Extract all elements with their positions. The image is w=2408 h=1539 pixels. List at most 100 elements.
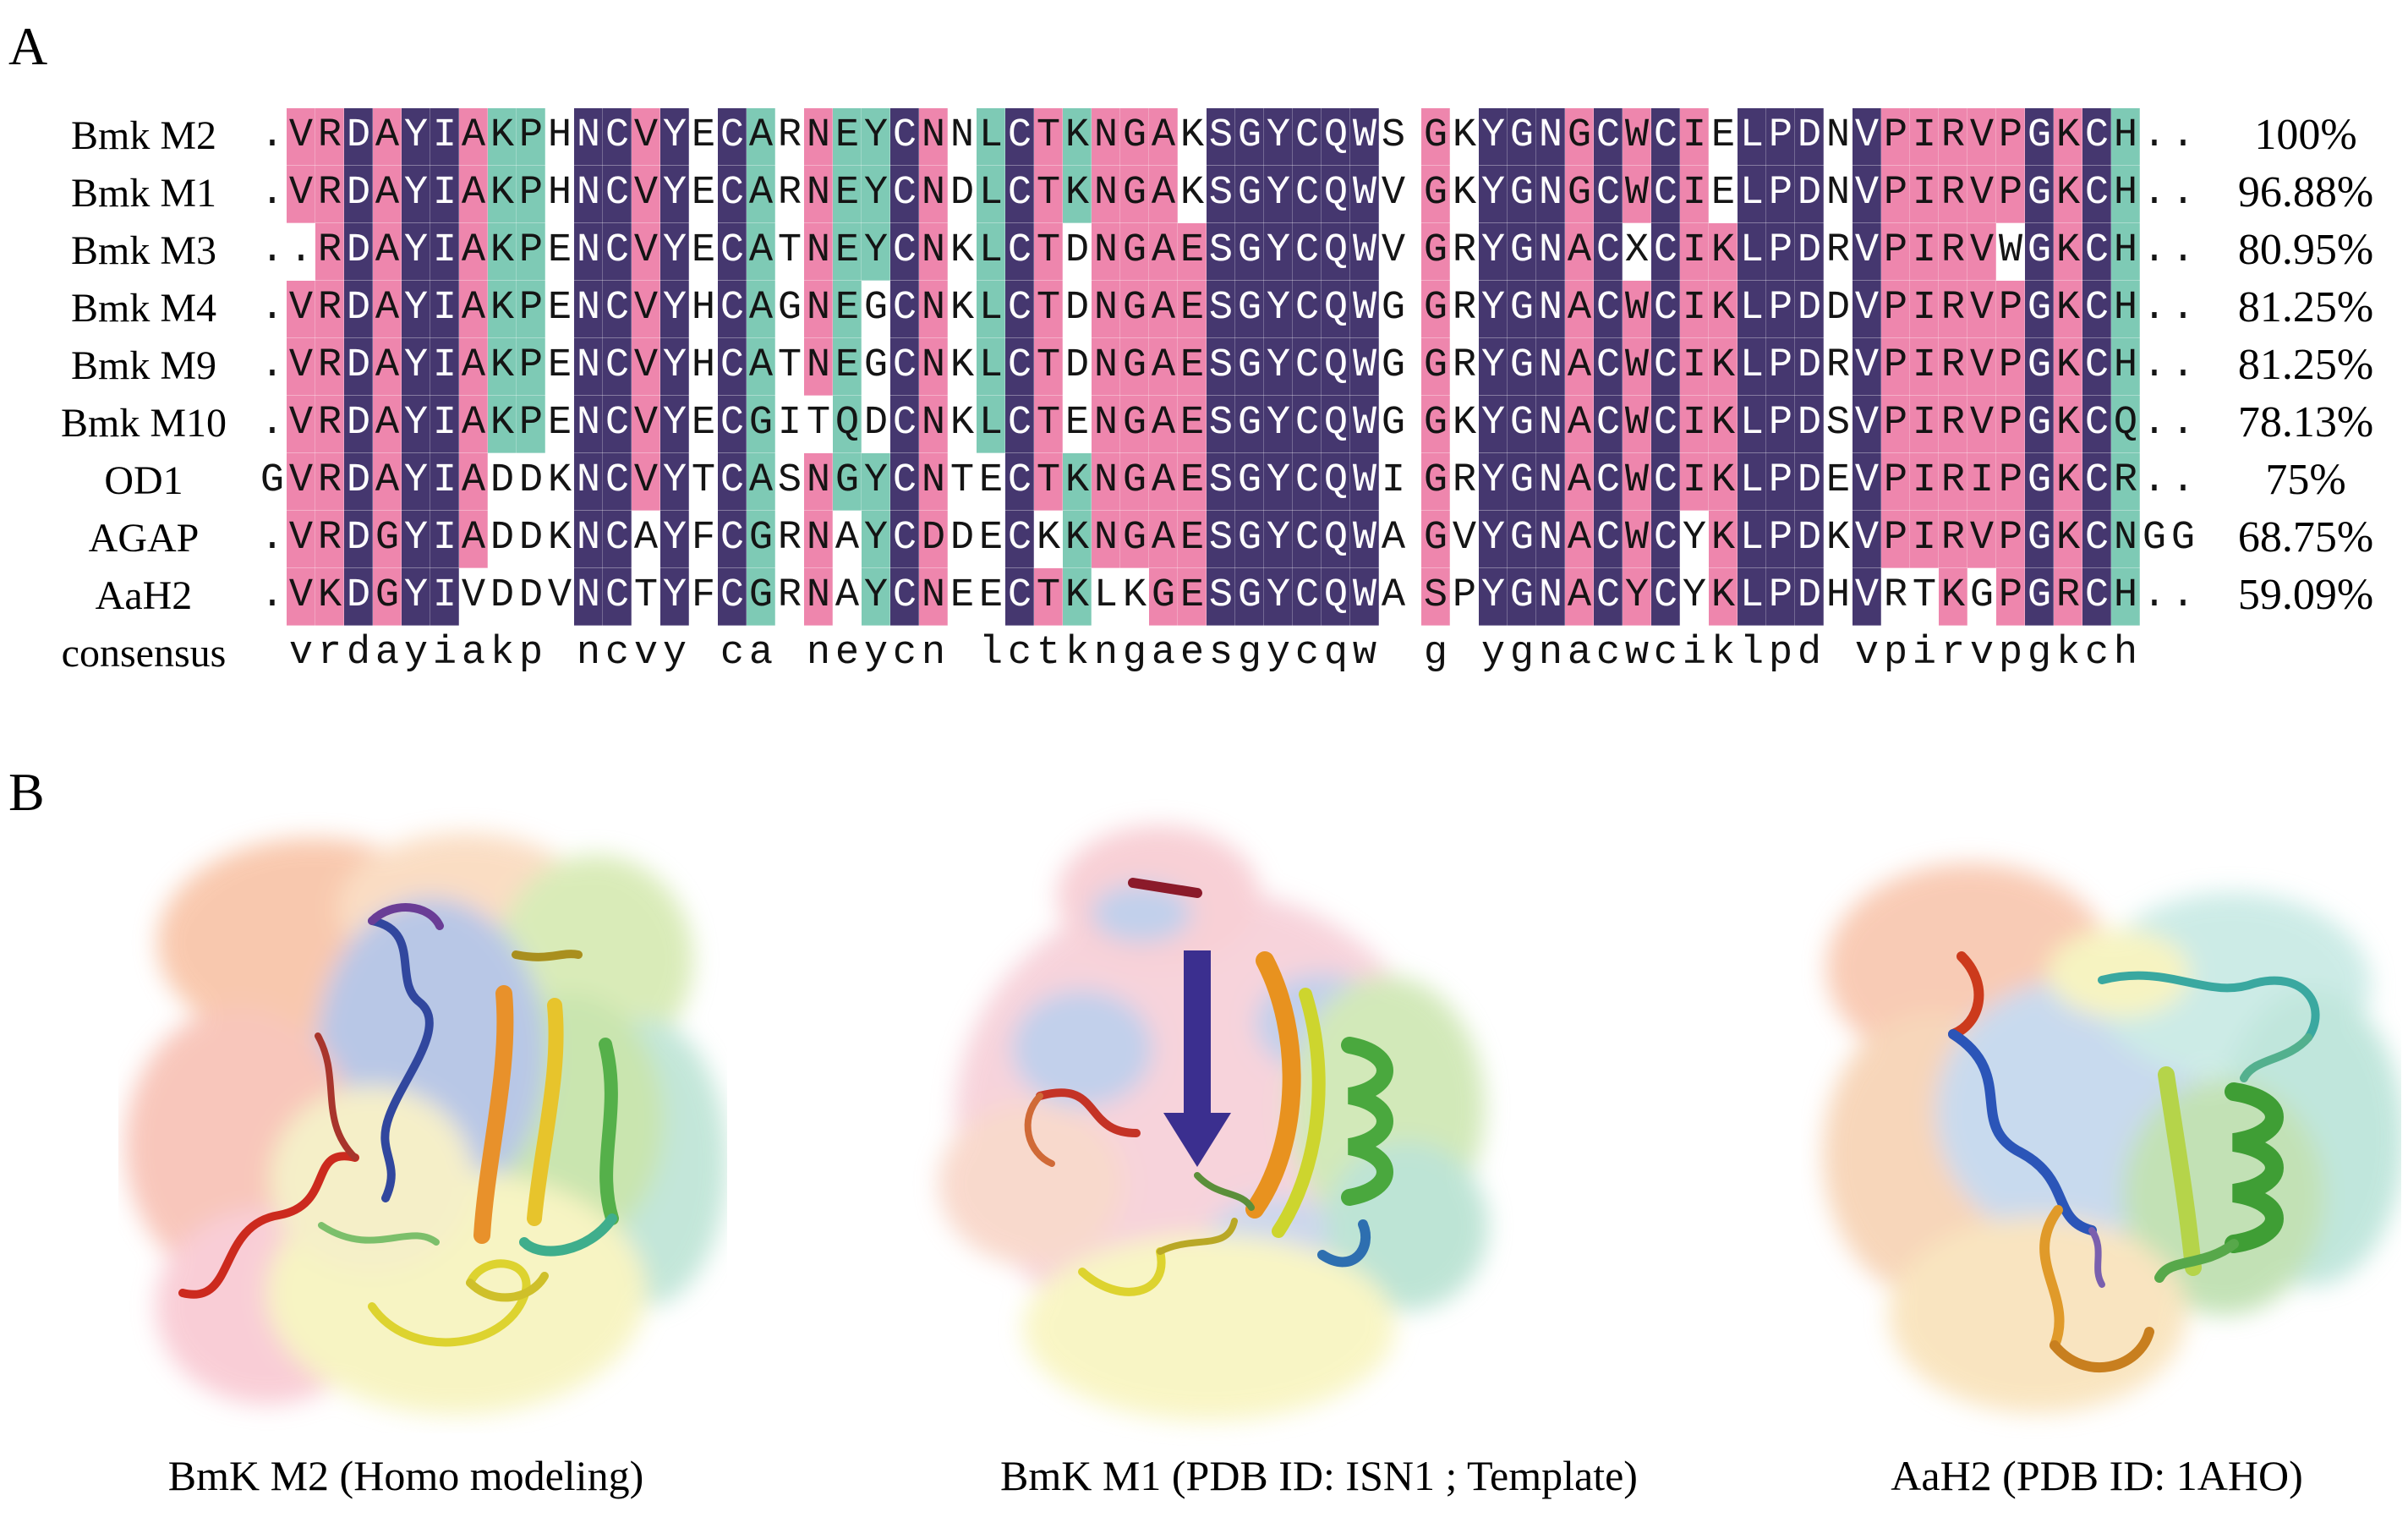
residue-cell: l: [978, 631, 1004, 676]
residue-cell: N: [574, 568, 603, 626]
residue-cell: Y: [1479, 166, 1508, 223]
residue-cell: P: [517, 281, 545, 338]
residue-cell: K: [488, 166, 517, 223]
residue-cell: K: [1825, 516, 1851, 561]
residue-cell: E: [547, 343, 572, 388]
residue-cell: R: [777, 516, 802, 561]
residue-cell: C: [1005, 396, 1034, 453]
residue-cell: G: [1508, 568, 1536, 626]
residue-cell: Y: [660, 568, 689, 626]
residue-cell: N: [804, 338, 833, 396]
residue-cell: C: [1594, 281, 1623, 338]
residue-cell: W: [1623, 108, 1651, 166]
sequence-label: consensus: [61, 631, 227, 676]
ribbon-trace: [178, 903, 619, 1347]
sequence-label: OD1: [104, 458, 183, 503]
residue-cell: c: [1653, 631, 1678, 676]
residue-cell: V: [287, 568, 315, 626]
residue-cell: G: [2025, 281, 2054, 338]
residue-cell: G: [1565, 108, 1594, 166]
residue-cell: Y: [1264, 453, 1293, 511]
residue-cell: A: [459, 281, 488, 338]
residue-cell: r: [317, 631, 342, 676]
residue-cell: G: [1120, 223, 1149, 281]
residue-cell: I: [1680, 166, 1709, 223]
residue-cell: K: [1939, 568, 1967, 626]
protein-structure-bmk-m1: [879, 795, 1539, 1446]
residue-cell: .: [260, 113, 285, 158]
beta-arrow: [1163, 950, 1231, 1167]
residue-cell: N: [1092, 453, 1120, 511]
residue-cell: Y: [862, 223, 890, 281]
residue-cell: T: [691, 458, 716, 503]
residue-cell: D: [1795, 453, 1824, 511]
residue-cell: V: [632, 108, 660, 166]
residue-cell: C: [1651, 223, 1680, 281]
residue-cell: C: [1594, 338, 1623, 396]
residue-cell: V: [287, 511, 315, 568]
residue-cell: L: [977, 223, 1005, 281]
residue-cell: N: [804, 453, 833, 511]
residue-cell: I: [430, 166, 459, 223]
residue-cell: I: [1967, 453, 1996, 511]
residue-cell: K: [547, 516, 572, 561]
residue-cell: L: [1738, 511, 1766, 568]
residue-cell: G: [1235, 223, 1264, 281]
residue-cell: G: [1381, 343, 1406, 388]
residue-cell: P: [517, 166, 545, 223]
residue-cell: C: [718, 568, 747, 626]
residue-cell: a: [375, 631, 400, 676]
residue-cell: [545, 626, 574, 683]
residue-cell: Y: [1623, 568, 1651, 626]
residue-cell: A: [1149, 166, 1178, 223]
residue-cell: R: [777, 573, 802, 618]
structure-caption-aah2: AaH2 (PDB ID: 1AHO): [1891, 1452, 2303, 1499]
residue-cell: S: [1207, 223, 1235, 281]
residue-cell: n: [921, 631, 946, 676]
residue-cell: V: [632, 338, 660, 396]
residue-cell: c: [1294, 631, 1320, 676]
residue-cell: W: [1350, 511, 1379, 568]
residue-cell: C: [1594, 511, 1623, 568]
residue-cell: Y: [402, 396, 430, 453]
residue-cell: E: [691, 228, 716, 273]
residue-cell: R: [1452, 228, 1477, 273]
residue-cell: N: [574, 223, 603, 281]
residue-cell: G: [863, 286, 889, 331]
residue-cell: K: [488, 281, 517, 338]
residue-cell: y: [863, 631, 889, 676]
residue-cell: E: [978, 516, 1004, 561]
residue-cell: W: [1623, 396, 1651, 453]
residue-cell: A: [373, 338, 402, 396]
sequence-label: AGAP: [88, 516, 200, 561]
residue-cell: Y: [1264, 396, 1293, 453]
residue-cell: K: [1709, 568, 1738, 626]
residue-cell: E: [1178, 338, 1207, 396]
residue-cell: [1408, 568, 1421, 626]
residue-cell: Y: [1264, 338, 1293, 396]
residue-cell: G: [1235, 396, 1264, 453]
residue-cell: G: [1235, 281, 1264, 338]
residue-cell: .: [2170, 573, 2196, 618]
residue-cell: y: [662, 631, 687, 676]
sequence-label: Bmk M2: [70, 113, 217, 158]
residue-cell: K: [950, 286, 975, 331]
residue-cell: a: [748, 631, 774, 676]
residue-cell: A: [373, 396, 402, 453]
residue-cell: V: [632, 281, 660, 338]
residue-cell: D: [518, 458, 544, 503]
residue-cell: N: [574, 338, 603, 396]
residue-cell: A: [835, 573, 860, 618]
residue-cell: E: [950, 573, 975, 618]
ribbon-trace: [1948, 951, 2320, 1372]
residue-cell: Q: [1322, 396, 1350, 453]
residue-cell: C: [603, 223, 632, 281]
residue-cell: c: [2084, 631, 2110, 676]
residue-cell: G: [2025, 453, 2054, 511]
residue-cell: V: [1967, 338, 1996, 396]
residue-cell: Y: [862, 568, 890, 626]
residue-cell: N: [1092, 166, 1120, 223]
